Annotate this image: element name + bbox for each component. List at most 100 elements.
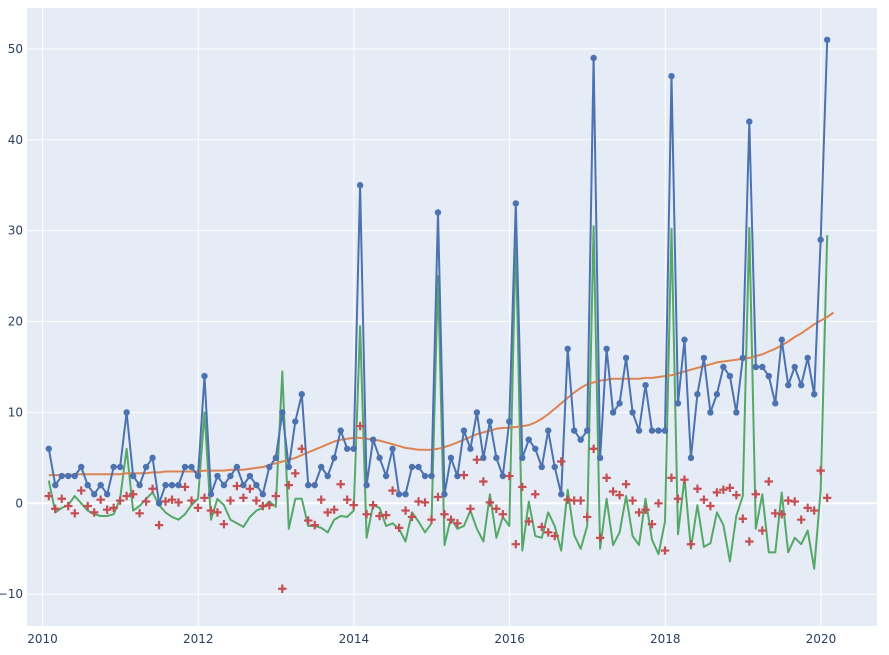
data-point [655,427,662,434]
data-point [480,454,487,462]
residual-point [355,421,365,431]
residual-point [466,504,475,513]
residual-point [200,493,209,503]
data-point [311,481,318,489]
data-point [538,463,545,471]
residual-point [453,519,462,528]
data-point [551,463,558,471]
x-tick-label: 2010 [27,632,58,646]
residual-point [329,505,339,514]
data-point [227,472,234,480]
residual-point [797,515,806,524]
residual-point [161,497,170,506]
residual-point [193,503,203,513]
data-point [116,463,124,471]
y-tick-label: 50 [8,42,23,56]
data-point [318,463,325,471]
data-point [97,481,104,489]
residual-point [712,488,722,497]
residual-point [174,498,183,507]
data-point [65,472,72,480]
residual-point [252,496,261,505]
data-point [149,454,156,462]
data-point [58,472,65,480]
residual-point [433,492,443,502]
residual-point [641,505,650,514]
data-point [467,445,474,452]
series-line [47,225,829,570]
residual-point [680,475,689,484]
residual-point [531,490,540,499]
residual-point [394,523,404,533]
y-tick-label: −10 [0,587,23,601]
residual-point [660,546,670,555]
residual-point [667,473,676,483]
residual-point [719,485,728,494]
residual-point [232,481,242,491]
data-point [220,481,228,489]
residual-point [206,506,216,515]
data-point [110,463,117,471]
residual-point [226,496,235,505]
residual-point [589,444,598,453]
residual-point [485,498,495,507]
residual-point [115,496,125,505]
data-point [810,391,818,398]
residual-point [745,537,754,546]
data-point [674,400,682,407]
data-point [603,345,610,353]
residual-point [686,540,696,549]
data-point [616,400,623,407]
x-tick-label: 2020 [806,632,837,646]
y-tick-label: 20 [8,315,23,329]
residual-point [758,526,767,535]
data-point [759,363,766,371]
data-point [428,472,435,480]
y-tick-label: 30 [8,224,23,238]
residual-point [615,490,624,500]
residual-point [77,486,86,495]
residual-point [544,528,553,537]
residual-point [803,503,812,513]
residual-point [524,517,533,526]
data-point [103,491,111,498]
data-point [52,481,59,489]
data-point [389,445,396,452]
residual-point [647,520,657,529]
data-point [376,454,383,462]
data-point [609,409,617,416]
data-point [707,409,714,416]
data-point [590,54,597,62]
data-point [272,454,280,462]
data-point [752,363,760,371]
data-point [181,463,189,471]
data-point [415,463,422,471]
data-point [214,472,221,480]
data-point [720,363,727,371]
residual-point [492,504,501,513]
residual-point [608,487,618,496]
residual-point [479,477,488,486]
residual-point [790,497,799,506]
x-tick-label: 2016 [494,632,525,646]
data-point [570,427,578,434]
data-point [486,418,494,425]
residual-point [621,480,631,489]
data-point [441,491,448,498]
residual-point [420,498,430,507]
residual-point [401,506,410,515]
data-point [519,454,526,462]
data-point [700,354,708,362]
residual-point [472,455,482,464]
data-point [739,354,747,362]
residual-point [44,491,53,501]
data-point [78,463,85,471]
plot-area [27,8,877,626]
y-tick-label: 40 [8,133,23,147]
residual-point [180,482,190,492]
data-point [746,118,753,125]
data-point [337,427,344,434]
residual-point [102,505,112,514]
series-layer [44,36,835,593]
residual-point [550,531,559,541]
